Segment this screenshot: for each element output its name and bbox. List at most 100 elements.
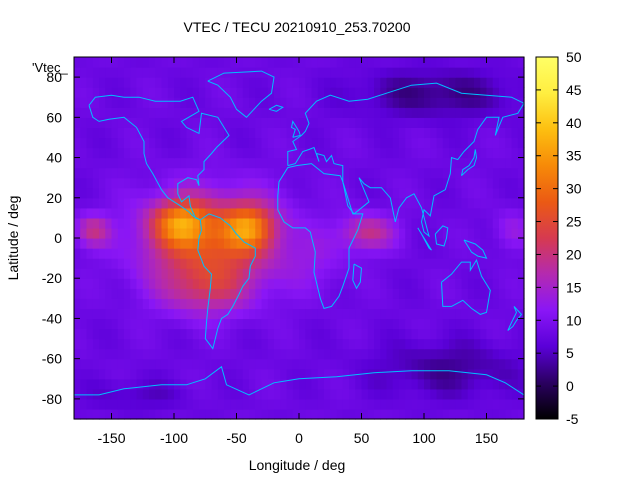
heatmap-cell [142,318,150,330]
heatmap-cell [299,298,306,309]
heatmap-cell [411,177,419,189]
heatmap-cell [449,308,456,320]
heatmap-cell [455,348,463,360]
heatmap-cell [130,358,138,370]
heatmap-cell [92,87,100,98]
heatmap-cell [236,268,244,279]
heatmap-cell [180,408,188,420]
heatmap-cell [199,157,206,169]
heatmap-cell [130,187,138,199]
heatmap-cell [255,67,263,78]
heatmap-cell [511,87,519,98]
heatmap-cell [436,388,444,400]
heatmap-cell [442,308,450,320]
heatmap-cell [349,378,356,390]
heatmap-cell [355,298,363,309]
heatmap-cell [242,358,250,370]
heatmap-cell [161,77,169,88]
heatmap-cell [261,177,269,189]
heatmap-cell [167,298,175,309]
heatmap-cell [230,137,238,149]
heatmap-cell [261,358,269,370]
heatmap-cell [355,67,363,78]
heatmap-cell [374,107,381,118]
heatmap-cell [461,217,469,229]
heatmap-cell [336,398,344,410]
heatmap-cell [267,227,275,239]
heatmap-cell [155,87,163,98]
heatmap-cell [267,388,275,400]
heatmap-cell [355,358,363,370]
heatmap-cell [224,328,231,340]
heatmap-cell [305,147,313,159]
heatmap-cell [474,378,481,390]
heatmap-cell [149,388,156,400]
heatmap-cell [261,157,269,169]
heatmap-cell [180,298,188,309]
heatmap-cell [430,107,438,118]
heatmap-cell [261,127,269,139]
heatmap-cell [405,67,413,78]
heatmap-cell [80,278,88,289]
heatmap-cell [417,77,425,88]
heatmap-cell [442,197,450,209]
heatmap-cell [205,258,213,269]
heatmap-cell [92,177,100,189]
heatmap-cell [399,248,406,259]
heatmap-cell [299,137,306,149]
heatmap-cell [499,57,506,68]
heatmap-cell [467,408,475,420]
heatmap-cell [474,97,481,108]
heatmap-cell [142,97,150,108]
heatmap-cell [274,127,281,139]
heatmap-cell [249,157,256,169]
heatmap-cell [192,378,200,390]
heatmap-cell [411,238,419,249]
heatmap-cell [430,227,438,239]
heatmap-cell [486,338,494,350]
heatmap-cell [317,398,325,410]
heatmap-cell [105,398,113,410]
heatmap-cell [92,328,100,340]
heatmap-cell [224,227,231,239]
heatmap-cell [324,388,331,400]
heatmap-cell [155,147,163,159]
heatmap-cell [317,328,325,340]
heatmap-cell [217,258,225,269]
heatmap-cell [492,187,500,199]
heatmap-cell [99,117,106,128]
heatmap-cell [311,348,319,360]
heatmap-cell [355,308,363,320]
heatmap-cell [192,57,200,68]
heatmap-cell [236,258,244,269]
heatmap-cell [167,318,175,330]
heatmap-cell [111,87,119,98]
heatmap-cell [499,97,506,108]
heatmap-cell [492,318,500,330]
heatmap-cell [324,348,331,360]
heatmap-cell [324,308,331,320]
heatmap-cell [142,217,150,229]
heatmap-cell [136,77,144,88]
heatmap-cell [467,328,475,340]
heatmap-cell [442,167,450,179]
heatmap-cell [474,388,481,400]
heatmap-cell [280,348,288,360]
heatmap-cell [192,348,200,360]
heatmap-cell [86,167,94,179]
heatmap-cell [249,358,256,370]
heatmap-cell [224,177,231,189]
heatmap-cell [249,268,256,279]
heatmap-cell [505,167,513,179]
heatmap-cell [330,167,338,179]
heatmap-cell [380,147,388,159]
heatmap-cell [267,127,275,139]
heatmap-cell [317,187,325,199]
heatmap-cell [449,97,456,108]
heatmap-cell [230,388,238,400]
heatmap-cell [286,207,294,219]
heatmap-cell [467,398,475,410]
heatmap-cell [424,338,431,350]
heatmap-cell [117,127,125,139]
